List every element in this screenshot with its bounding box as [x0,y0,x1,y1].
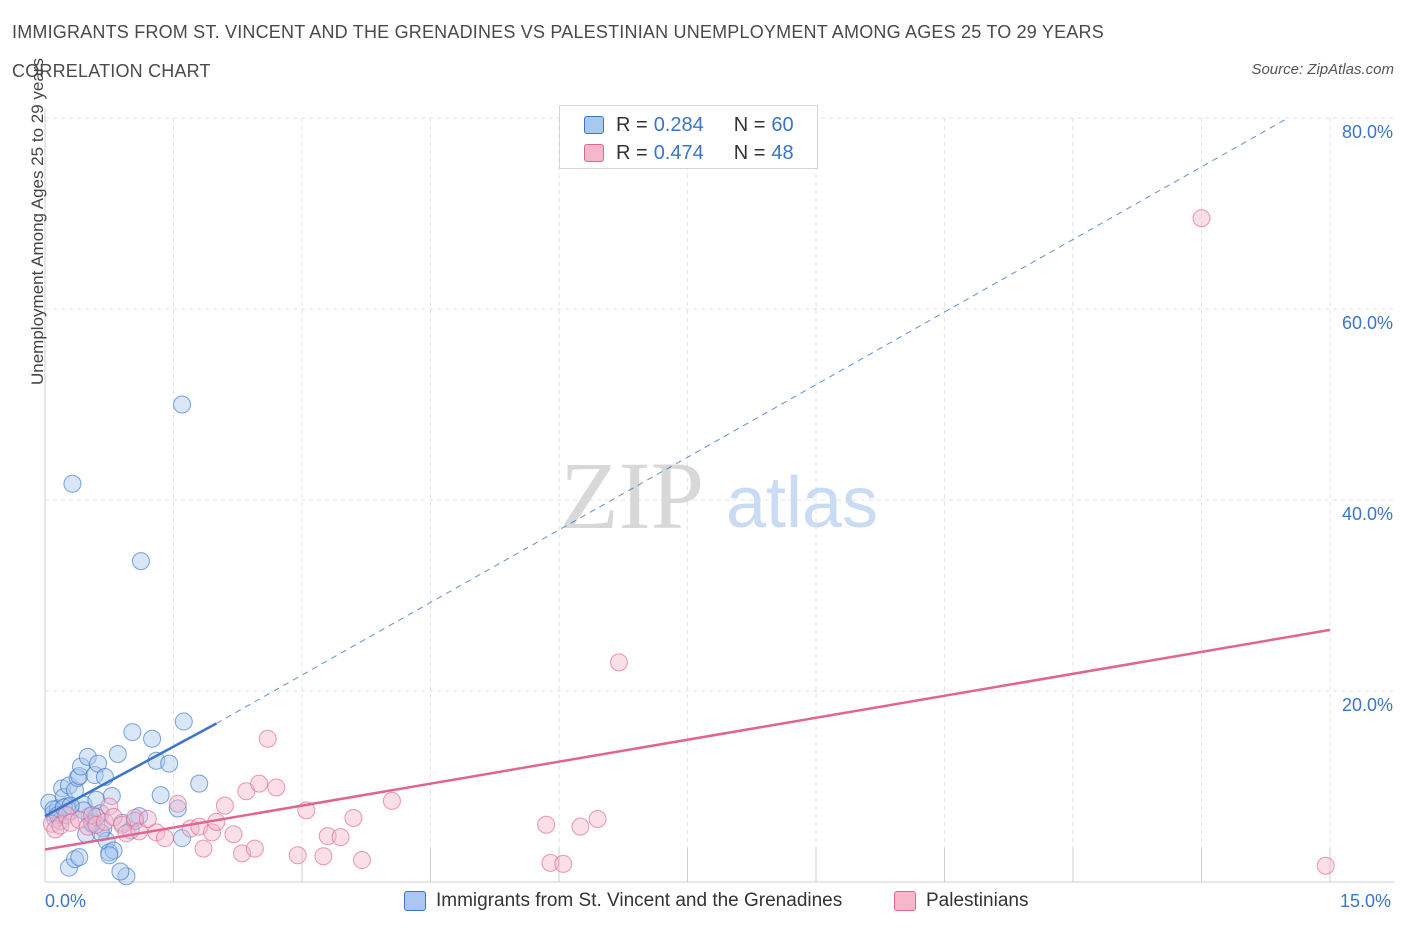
legend-r-value: 0.474 [653,141,704,164]
chart-title: IMMIGRANTS FROM ST. VINCENT AND THE GREN… [12,22,1104,42]
point-palestinians [168,794,187,813]
point-immigrants [71,757,90,776]
point-immigrants [131,552,150,571]
point-immigrants [78,747,97,766]
point-palestinians [318,827,337,846]
point-palestinians [588,809,607,828]
point-immigrants [143,729,162,748]
point-palestinians [609,653,628,672]
axes-layer [44,108,1395,883]
point-immigrants [100,846,119,865]
point-palestinians [215,796,234,815]
point-palestinians [571,817,590,836]
legend-r-label: R = [616,141,648,164]
point-palestinians [352,851,371,870]
point-immigrants [123,723,142,742]
point-immigrants [70,766,89,785]
point-palestinians [331,828,350,847]
points-layer [40,209,1335,886]
point-palestinians [541,853,560,872]
point-palestinians [155,829,174,848]
watermark-atlas: atlas [726,463,878,543]
point-immigrants [174,712,193,731]
point-palestinians [125,809,144,828]
watermark-zip: ZIP [560,442,704,549]
grid-layer [45,117,1395,882]
point-immigrants [111,862,130,881]
point-immigrants [190,774,209,793]
point-palestinians [250,774,269,793]
legend-swatch-blue [584,116,604,134]
point-palestinians [203,823,222,842]
point-palestinians [100,797,119,816]
series-legend: Immigrants from St. Vincent and the Gren… [0,890,1406,916]
y-tick-label: 80.0% [1342,122,1393,142]
series-swatch-blue [404,891,426,911]
y-tick-label: 20.0% [1342,695,1393,715]
legend-r-label: R = [616,113,648,136]
point-palestinians [537,815,556,834]
y-axis-label: Unemployment Among Ages 25 to 29 years [28,58,47,385]
point-palestinians [554,854,573,873]
series-legend-item-palestinians[interactable]: Palestinians [894,890,1028,912]
y-tick-labels: 20.0% 40.0% 60.0% 80.0% [1342,122,1393,715]
point-immigrants [117,867,136,886]
series-legend-item-immigrants[interactable]: Immigrants from St. Vincent and the Gren… [404,890,842,912]
legend-n-label: N = [733,141,766,164]
legend-n-value: 60 [771,113,794,136]
y-tick-label: 60.0% [1342,313,1393,333]
point-immigrants [173,395,192,414]
correlation-legend: R = 0.284 N = 60 R = 0.474 N = 48 [559,105,818,169]
point-immigrants [102,787,121,806]
point-immigrants [108,745,127,764]
legend-swatch-pink [584,144,604,162]
trend-line-immigrants-extrapolated [216,117,1289,724]
legend-n-value: 48 [771,141,794,164]
point-immigrants [168,799,187,818]
point-palestinians [245,839,264,858]
chart-subtitle: CORRELATION CHART [12,61,211,81]
point-palestinians [138,809,157,828]
legend-n-label: N = [733,113,766,136]
point-palestinians [288,846,307,865]
point-immigrants [70,848,89,867]
point-palestinians [258,729,277,748]
point-palestinians [194,839,213,858]
x-tick-label-max: 15.0% [1340,891,1392,911]
point-palestinians [51,816,70,835]
point-immigrants [63,474,82,493]
point-palestinians [267,778,286,797]
series-legend-label: Palestinians [926,890,1029,911]
x-tick-label-min: 0.0% [45,891,87,911]
point-palestinians [1316,856,1335,875]
legend-r-value: 0.284 [653,113,704,136]
point-palestinians [1192,209,1211,228]
source-label: Source: ZipAtlas.com [1251,61,1394,78]
point-palestinians [314,847,333,866]
point-palestinians [382,791,401,810]
series-swatch-pink [894,891,916,911]
point-palestinians [224,825,243,844]
point-immigrants [160,754,179,773]
trend-line-palestinians [44,628,1331,851]
trend-line-immigrants [44,722,217,818]
trend-layer [44,117,1331,851]
point-immigrants [151,786,170,805]
watermark: ZIP atlas [560,442,878,549]
y-tick-label: 40.0% [1342,504,1393,524]
point-palestinians [344,809,363,828]
series-legend-label: Immigrants from St. Vincent and the Gren… [436,890,843,911]
legend-row-blue: R = 0.284 N = 60 [584,113,794,137]
legend-row-pink: R = 0.474 N = 48 [584,141,794,165]
